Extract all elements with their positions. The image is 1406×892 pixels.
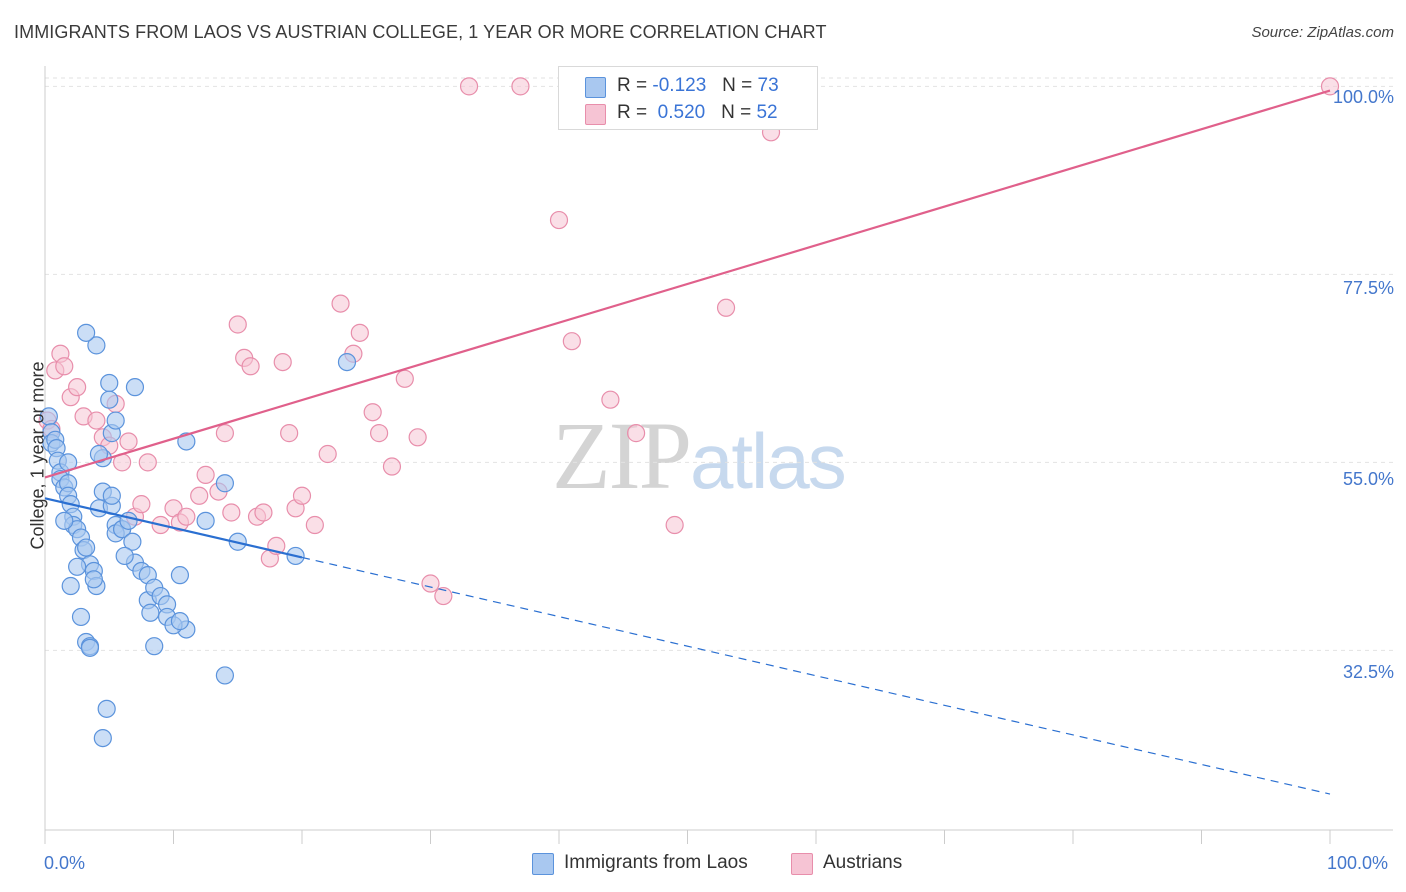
austrians-point bbox=[273, 352, 292, 372]
laos-point bbox=[215, 474, 234, 493]
laos-swatch-icon bbox=[585, 77, 606, 98]
austrians-point bbox=[87, 411, 106, 430]
laos-point bbox=[80, 638, 100, 657]
laos-point bbox=[123, 532, 142, 551]
laos-point bbox=[77, 323, 96, 342]
y-tick-label: 55.0% bbox=[1342, 469, 1394, 489]
laos-point bbox=[93, 728, 112, 748]
austrians-point bbox=[511, 77, 530, 96]
y-tick-label: 77.5% bbox=[1342, 278, 1394, 298]
austrians-point bbox=[196, 465, 215, 484]
austrians-point bbox=[331, 294, 350, 313]
chart-title: IMMIGRANTS FROM LAOS VS AUSTRIAN COLLEGE… bbox=[14, 22, 827, 42]
laos-point bbox=[141, 603, 160, 622]
bottom-legend-label: Austrians bbox=[823, 852, 903, 873]
laos-point bbox=[106, 411, 125, 430]
austrians-point bbox=[292, 486, 312, 505]
laos-point bbox=[89, 444, 109, 464]
laos-trend-line bbox=[44, 497, 303, 559]
laos-point bbox=[84, 570, 103, 589]
x-tick-label-min: 0.0% bbox=[44, 853, 86, 873]
austrians-point bbox=[434, 586, 453, 606]
austrians-point bbox=[132, 495, 151, 514]
austrians-swatch-icon bbox=[585, 104, 606, 125]
austrians-point bbox=[280, 424, 299, 443]
y-tick-label: 100.0% bbox=[1332, 87, 1394, 107]
austrians-point bbox=[562, 332, 581, 351]
austrians-point bbox=[408, 428, 427, 447]
laos-point bbox=[115, 546, 134, 566]
austrians-point bbox=[177, 507, 196, 526]
austrians-point bbox=[68, 378, 87, 397]
austrians-point bbox=[350, 323, 369, 342]
y-axis-title: College, 1 year or more bbox=[27, 361, 48, 550]
laos-point bbox=[77, 538, 96, 557]
laos-point bbox=[61, 576, 80, 596]
austrians-legend-swatch-icon bbox=[791, 853, 813, 875]
legend-r-label: R = bbox=[617, 75, 648, 96]
laos-point bbox=[170, 566, 190, 585]
laos-point bbox=[196, 511, 215, 530]
laos-point bbox=[125, 378, 145, 397]
laos-point bbox=[97, 699, 116, 718]
y-tick-label: 32.5% bbox=[1342, 662, 1394, 682]
legend-r-label: R = bbox=[617, 102, 648, 123]
legend-n-value: 52 bbox=[756, 102, 778, 123]
x-tick-label-max: 100.0% bbox=[1327, 853, 1389, 873]
austrians-point bbox=[601, 390, 620, 409]
legend-n-label: N = bbox=[721, 102, 752, 123]
laos-point bbox=[119, 511, 138, 530]
austrians-point bbox=[55, 357, 74, 376]
austrians-point bbox=[395, 369, 414, 388]
austrians-point bbox=[382, 457, 402, 476]
austrians-point bbox=[228, 315, 247, 334]
watermark: ZIPatlas bbox=[552, 400, 847, 511]
laos-point bbox=[170, 612, 190, 631]
austrians-point bbox=[190, 486, 209, 505]
laos-point bbox=[55, 511, 74, 530]
austrians-point bbox=[119, 432, 138, 451]
austrians-point bbox=[716, 298, 736, 317]
laos-legend-swatch-icon bbox=[532, 853, 554, 875]
watermark-atlas: atlas bbox=[690, 417, 847, 505]
laos-trend-line-extrapolated bbox=[301, 556, 1331, 795]
legend-r-value: -0.123 bbox=[652, 75, 707, 96]
austrians-point bbox=[459, 77, 479, 96]
austrians-point bbox=[363, 403, 382, 422]
legend-r-value: 0.520 bbox=[657, 102, 706, 123]
austrians-point bbox=[254, 503, 273, 522]
austrians-point bbox=[665, 515, 684, 535]
austrians-point bbox=[215, 424, 234, 443]
austrians-point bbox=[1320, 77, 1340, 96]
bottom-legend-label: Immigrants from Laos bbox=[564, 852, 748, 873]
austrians-point bbox=[626, 424, 646, 443]
laos-point bbox=[68, 557, 87, 576]
laos-point bbox=[87, 336, 106, 355]
austrians-point bbox=[318, 444, 337, 464]
laos-point bbox=[102, 486, 121, 505]
austrians-point bbox=[305, 515, 324, 535]
austrians-point bbox=[370, 424, 389, 443]
laos-point bbox=[100, 373, 119, 393]
legend-n-value: 73 bbox=[757, 75, 779, 96]
watermark-zip: ZIP bbox=[552, 402, 692, 509]
source-credit: Source: ZipAtlas.com bbox=[1251, 24, 1394, 41]
austrians-trend-line bbox=[44, 89, 1331, 479]
laos-point bbox=[145, 637, 164, 656]
austrians-point bbox=[421, 574, 440, 593]
legend-n-label: N = bbox=[722, 75, 753, 96]
austrians-point bbox=[138, 453, 157, 472]
correlation-legend: R = -0.123 N = 73 R = 0.520 N = 52 bbox=[558, 66, 818, 130]
austrians-point bbox=[241, 357, 260, 376]
laos-point bbox=[215, 666, 234, 685]
laos-point bbox=[337, 352, 357, 372]
laos-point bbox=[71, 607, 91, 627]
austrians-point bbox=[549, 210, 569, 230]
austrians-point bbox=[222, 503, 241, 522]
laos-point bbox=[100, 390, 119, 409]
